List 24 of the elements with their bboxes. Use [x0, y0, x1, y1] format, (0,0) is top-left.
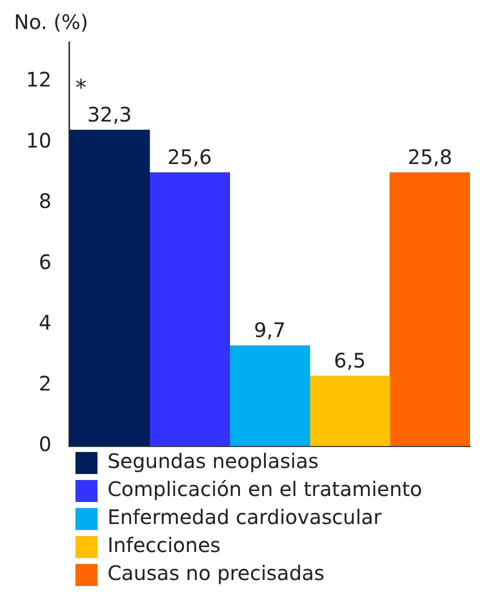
bar: [229, 345, 310, 446]
bar: [309, 376, 390, 446]
annotation: *: [75, 76, 86, 101]
annotation: 9,7: [254, 318, 286, 342]
y-tick-label: 0: [38, 432, 52, 456]
legend-label: Segundas neoplasias: [107, 449, 319, 474]
annotation: 32,3: [87, 102, 132, 126]
annotation: 25,6: [167, 144, 212, 169]
legend-label: Causas no precisadas: [107, 561, 324, 586]
y-tick-label: 10: [26, 128, 52, 152]
y-tick-label: 2: [38, 371, 52, 396]
legend-label: Infecciones: [107, 533, 221, 558]
bar: [149, 172, 230, 446]
y-axis-title: No. (%): [14, 10, 88, 34]
legend-label: Enfermedad cardiovascular: [107, 505, 382, 530]
y-tick-label: 12: [26, 68, 52, 92]
bar: [390, 172, 470, 446]
y-tick-label: 8: [38, 189, 52, 214]
bar: [69, 130, 150, 446]
y-tick-label: 6: [38, 250, 52, 274]
annotation: 25,8: [408, 144, 452, 169]
annotation: 6,5: [334, 348, 366, 372]
y-tick-label: 4: [38, 310, 52, 335]
legend-label: Complicación en el tratamiento: [107, 477, 422, 502]
